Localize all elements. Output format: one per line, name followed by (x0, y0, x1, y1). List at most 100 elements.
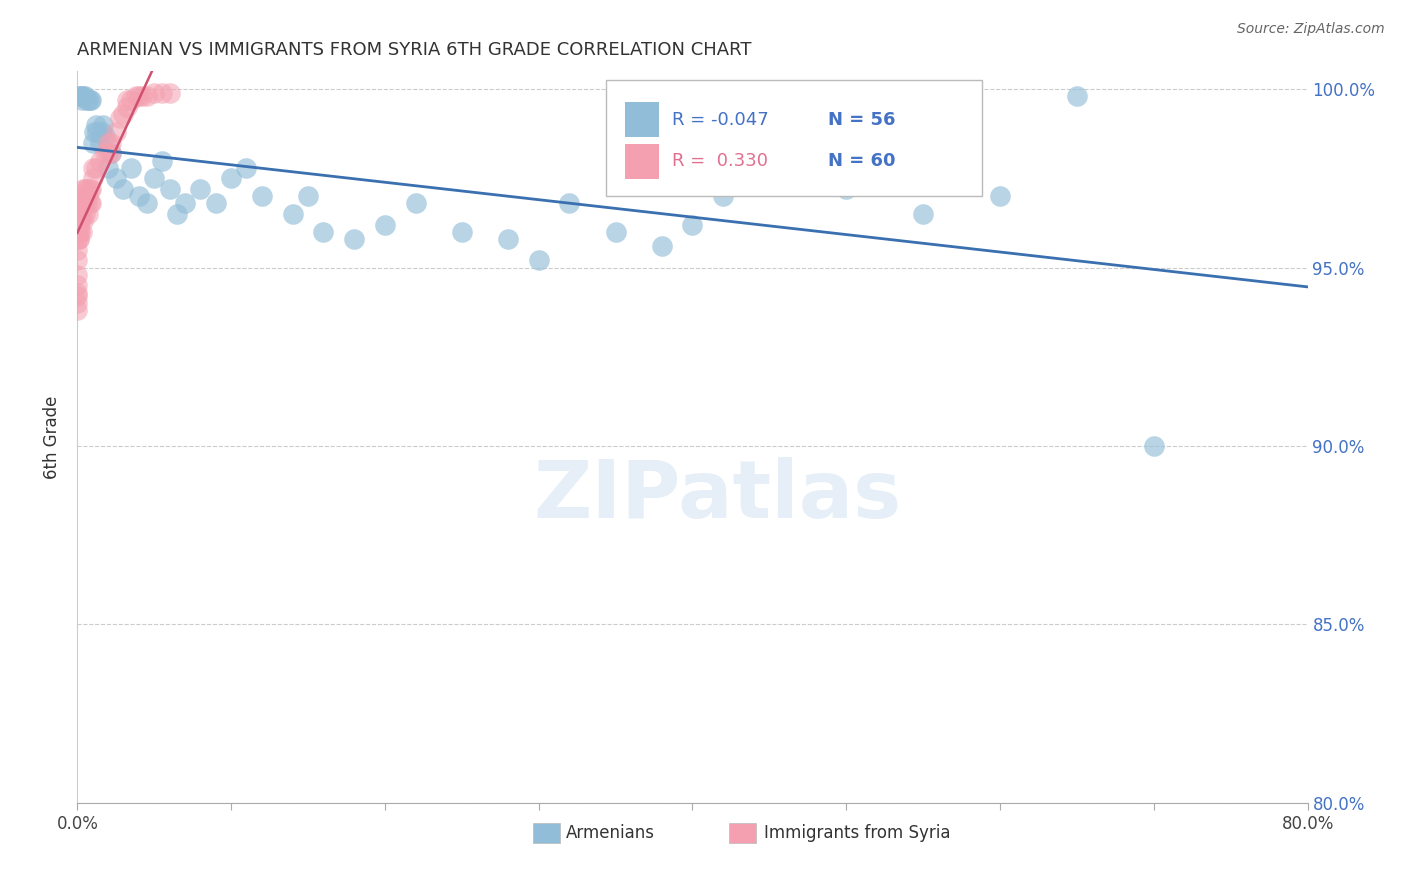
Point (70, 207, 93, 221)
Point (912, 207, 935, 221)
Point (143, 86, 166, 100)
Point (281, 207, 304, 221)
Point (72, 196, 94, 211)
Point (120, 161, 142, 175)
Bar (533, 822, 560, 843)
Point (128, 89, 150, 103)
Point (143, 171, 166, 186)
Point (83, 125, 105, 139)
Point (73, 196, 96, 211)
Point (104, 171, 127, 186)
Point (125, 89, 148, 103)
Point (79, 93, 101, 107)
Point (79, 182, 101, 196)
Point (159, 182, 181, 196)
Point (104, 125, 127, 139)
Text: R =  0.330: R = 0.330 (672, 153, 768, 170)
Point (76, 93, 98, 107)
Point (73, 89, 96, 103)
Point (174, 196, 197, 211)
Point (66, 289, 89, 303)
Point (131, 89, 153, 103)
Text: Source: ZipAtlas.com: Source: ZipAtlas.com (1237, 22, 1385, 37)
Point (97, 161, 120, 175)
Text: N = 60: N = 60 (828, 153, 896, 170)
Point (94, 146, 117, 161)
Point (135, 89, 157, 103)
Point (93, 118, 115, 132)
Point (100, 146, 122, 161)
Bar (730, 822, 756, 843)
Point (605, 225, 627, 239)
Text: R = -0.047: R = -0.047 (672, 111, 768, 128)
Point (82, 136, 104, 150)
Text: ZIPatlas: ZIPatlas (533, 457, 901, 534)
Point (115, 93, 138, 107)
Point (219, 171, 242, 186)
Text: Immigrants from Syria: Immigrants from Syria (763, 824, 950, 842)
Point (97, 146, 120, 161)
Point (69, 225, 91, 239)
Point (188, 182, 212, 196)
Point (77, 189, 100, 203)
Point (79, 196, 101, 211)
Point (66, 285, 89, 300)
Point (115, 100, 138, 114)
Point (67, 232, 90, 246)
Point (112, 182, 135, 196)
Point (297, 189, 319, 203)
Point (405, 196, 427, 211)
Point (67, 207, 90, 221)
Text: N = 56: N = 56 (828, 111, 896, 128)
Point (159, 86, 181, 100)
Point (72, 214, 94, 228)
Point (82, 171, 104, 186)
Point (450, 225, 472, 239)
Point (70, 93, 93, 107)
Point (70, 196, 93, 211)
Point (67, 89, 90, 103)
Point (1143, 439, 1166, 453)
Point (711, 189, 734, 203)
Point (82, 161, 104, 175)
Point (100, 136, 122, 150)
Point (135, 196, 157, 211)
Point (66, 253, 89, 268)
Point (312, 225, 335, 239)
Point (72, 89, 94, 103)
Point (77, 207, 100, 221)
Point (527, 253, 550, 268)
Point (69, 89, 91, 103)
Point (835, 182, 858, 196)
Point (94, 128, 117, 143)
FancyBboxPatch shape (606, 80, 981, 195)
Y-axis label: 6th Grade: 6th Grade (44, 395, 62, 479)
Point (84, 118, 107, 132)
Point (166, 207, 188, 221)
Point (69, 196, 91, 211)
Point (70, 89, 93, 103)
Point (80, 182, 103, 196)
Point (150, 86, 173, 100)
Bar (624, 102, 659, 137)
Point (651, 239, 673, 253)
Point (235, 161, 257, 175)
Point (66, 278, 89, 293)
Point (112, 107, 135, 121)
Point (988, 189, 1011, 203)
Point (66, 243, 89, 257)
Point (67, 225, 90, 239)
Point (67, 214, 90, 228)
Point (84, 161, 107, 175)
Point (558, 196, 581, 211)
Point (80, 196, 103, 211)
Point (496, 232, 519, 246)
Point (866, 161, 889, 175)
Point (69, 214, 91, 228)
Point (69, 207, 91, 221)
Point (67, 232, 90, 246)
Point (80, 93, 103, 107)
Point (97, 136, 120, 150)
Point (128, 189, 150, 203)
Point (682, 218, 704, 232)
